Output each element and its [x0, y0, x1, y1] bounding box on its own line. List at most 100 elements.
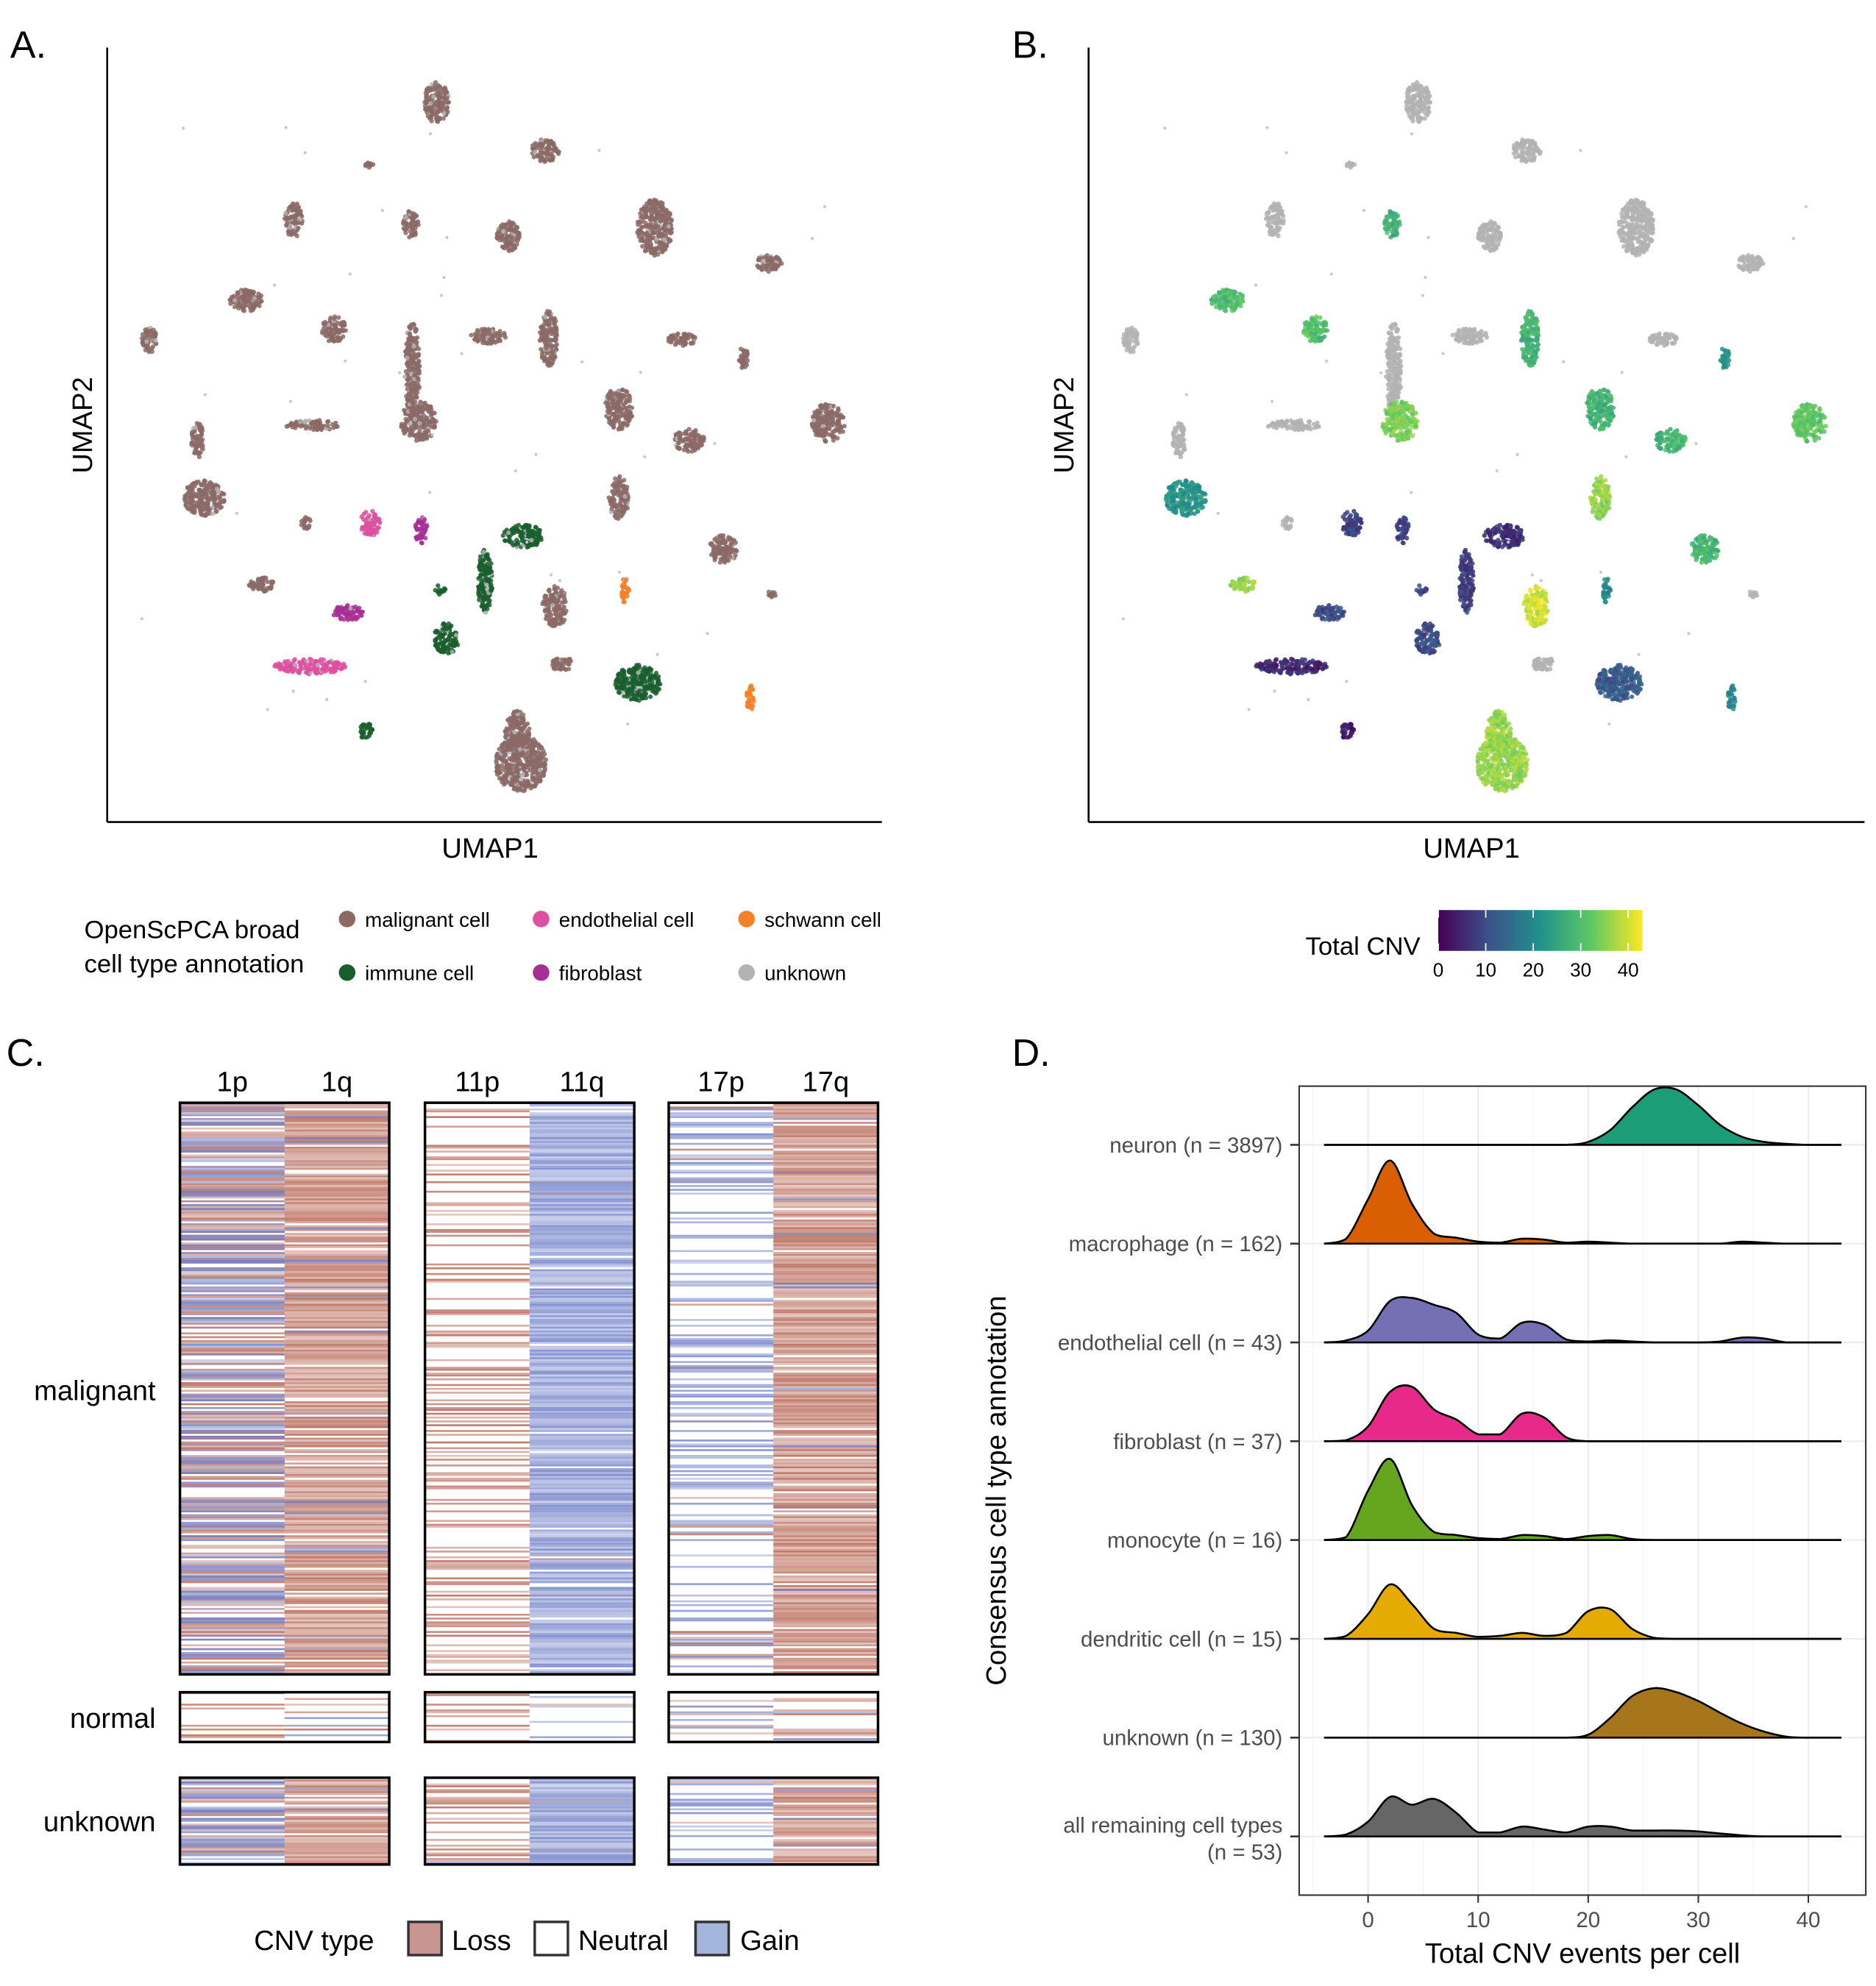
umap-point [502, 740, 508, 745]
umap-point [332, 314, 338, 319]
umap-point [424, 87, 430, 92]
umap-point [533, 141, 539, 147]
umap-point [489, 586, 495, 591]
umap-point [835, 435, 840, 441]
umap-point [454, 633, 459, 638]
umap-point [655, 246, 660, 252]
umap-point [664, 213, 669, 218]
umap-point [298, 208, 303, 214]
umap-cluster [227, 287, 264, 313]
umap-point [840, 429, 845, 434]
umap-point [722, 541, 728, 547]
umap-point [418, 399, 423, 405]
umap-cluster [736, 346, 750, 370]
umap-point [825, 414, 830, 419]
umap-point [544, 615, 550, 621]
umap-point [194, 421, 199, 426]
umap-point [712, 537, 717, 542]
umap-point [303, 426, 308, 431]
umap-point [668, 230, 673, 236]
umap-point [1415, 110, 1421, 115]
umap-point [323, 321, 328, 327]
umap-point [362, 524, 367, 530]
umap-point [497, 770, 502, 776]
umap-point [539, 346, 544, 352]
umap-point [367, 722, 372, 727]
umap-cluster [606, 474, 630, 522]
umap-point [484, 596, 489, 601]
umap-point [745, 362, 750, 367]
umap-point [559, 657, 565, 663]
umap-point [475, 338, 480, 343]
umap-point [678, 436, 683, 441]
umap-point [291, 228, 296, 234]
umap-point [199, 433, 204, 438]
umap-point [477, 558, 483, 563]
umap-point [214, 509, 219, 514]
umap-point [549, 331, 554, 336]
umap-point [475, 332, 480, 338]
umap-point [196, 455, 202, 460]
umap-point [183, 503, 188, 508]
umap-point [325, 423, 330, 429]
umap-point [523, 784, 528, 790]
umap-point [405, 340, 411, 345]
umap-point [648, 694, 653, 700]
umap-point [372, 520, 377, 526]
umap-point [144, 339, 149, 344]
umap-point [622, 504, 628, 509]
umap-point [434, 113, 439, 119]
umap-cluster [619, 576, 632, 605]
umap-point [495, 236, 500, 241]
umap-point [623, 487, 628, 493]
umap-point [485, 555, 490, 560]
umap-point [408, 229, 413, 234]
umap-point [622, 509, 627, 514]
umap-point [698, 438, 703, 444]
umap-point [277, 664, 282, 670]
umap-point [194, 480, 199, 485]
umap-point [188, 498, 193, 504]
umap-point [499, 232, 505, 238]
umap-point [551, 658, 557, 663]
umap-point [683, 431, 689, 436]
umap-point [359, 727, 364, 732]
umap-point [199, 446, 205, 451]
umap-a-xlabel: UMAP1 [441, 833, 538, 864]
umap-point [666, 338, 671, 344]
umap-point [836, 406, 841, 411]
umap-point [484, 583, 489, 588]
umap-point [293, 216, 298, 221]
umap-point [521, 525, 526, 530]
umap-point [634, 665, 639, 670]
umap-point [502, 236, 508, 242]
umap-point [539, 325, 545, 330]
umap-cluster [399, 399, 438, 444]
umap-point [348, 613, 353, 618]
umap-point [403, 416, 408, 422]
umap-point [290, 204, 295, 210]
umap-cluster [672, 427, 706, 454]
umap-point [645, 686, 650, 691]
umap-point [502, 335, 508, 340]
umap-point [767, 259, 772, 264]
umap-point [828, 421, 833, 427]
umap-cluster [613, 663, 663, 703]
panel-label-c: C. [7, 1032, 45, 1075]
umap-point [414, 525, 419, 531]
umap-point [738, 346, 744, 352]
umap-point [404, 382, 409, 388]
umap-point [548, 138, 554, 143]
umap-point [635, 682, 640, 687]
umap-point [827, 426, 832, 432]
umap-point [689, 442, 695, 447]
umap-point [712, 548, 717, 554]
umap-point [748, 684, 753, 689]
umap-point [409, 225, 414, 230]
umap-point [662, 237, 667, 242]
umap-cluster [272, 656, 348, 677]
umap-point [655, 213, 660, 218]
umap-point [1413, 94, 1418, 99]
umap-point [722, 552, 727, 558]
umap-point [678, 341, 683, 346]
